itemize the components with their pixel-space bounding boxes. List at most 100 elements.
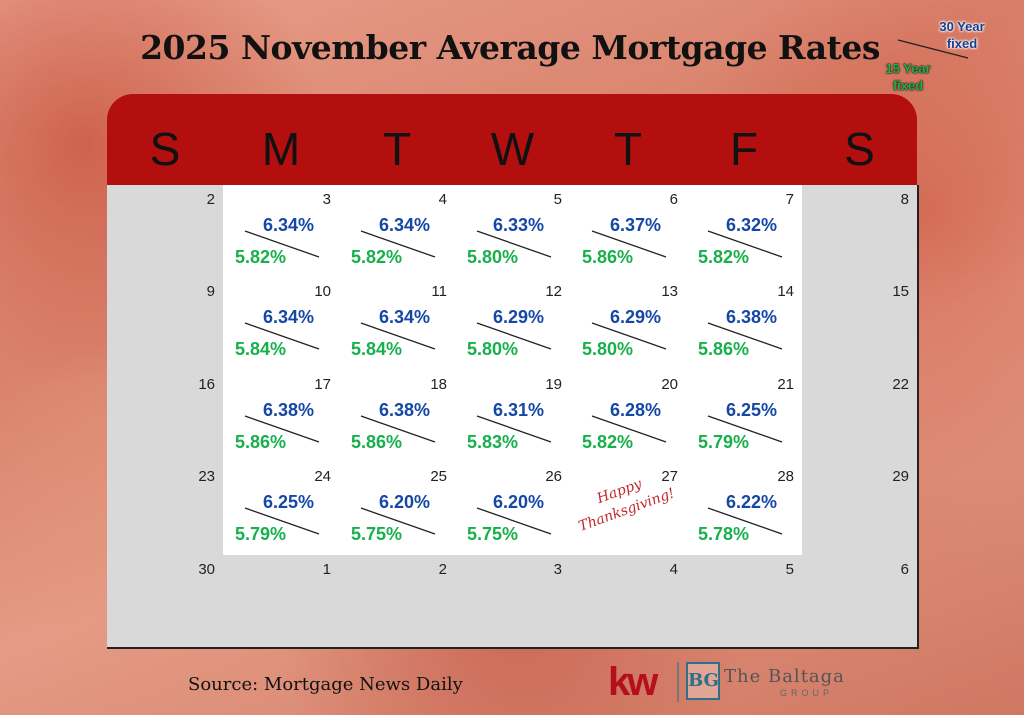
rate-30-year: 6.31% bbox=[493, 400, 545, 420]
rate-15-year: 5.80% bbox=[467, 339, 519, 359]
rate-15-year: 5.84% bbox=[351, 339, 403, 359]
calendar-cell: 28 6.22% 5.78% bbox=[686, 462, 804, 557]
rate-30-year: 6.34% bbox=[379, 215, 431, 235]
day-number: 6 bbox=[669, 191, 678, 208]
day-number: 8 bbox=[900, 191, 909, 208]
weekday-5: F bbox=[729, 123, 759, 175]
calendar-cell: 25 6.20% 5.75% bbox=[339, 462, 457, 557]
day-number: 18 bbox=[430, 376, 447, 393]
rate-divider bbox=[476, 507, 552, 535]
kw-logo: kw bbox=[608, 660, 658, 704]
calendar-cell: 26 6.20% 5.75% bbox=[455, 462, 572, 557]
weekday-0: S bbox=[149, 123, 181, 175]
calendar-cell: 15 bbox=[802, 277, 919, 372]
legend-15-year: 15 Year fixed bbox=[885, 61, 931, 93]
day-number: 14 bbox=[777, 283, 794, 300]
source-credit: Source: Mortgage News Daily bbox=[188, 674, 463, 695]
rate-30-year: 6.25% bbox=[263, 492, 315, 512]
calendar-grid: 2 3 6.34% 5.82% 4 6.34% 5.82% 5 6.33% 5.80% 6 6.37%… bbox=[107, 185, 919, 649]
calendar-cell: 3 6.34% 5.82% bbox=[223, 185, 341, 279]
rate-legend: 30 Year fixed 15 Year fixed bbox=[876, 12, 996, 93]
page-title: 2025 November Average Mortgage Rates bbox=[140, 28, 880, 67]
weekday-1: M bbox=[261, 123, 301, 175]
calendar-cell: 20 6.28% 5.82% bbox=[570, 370, 688, 464]
weekday-6: S bbox=[844, 123, 875, 175]
day-number: 10 bbox=[314, 283, 331, 300]
rate-15-year: 5.79% bbox=[698, 432, 750, 452]
rate-30-year: 6.34% bbox=[263, 215, 315, 235]
brand-name: The Baltaga bbox=[724, 666, 845, 687]
day-number: 25 bbox=[430, 468, 447, 485]
day-number: 28 bbox=[777, 468, 794, 485]
day-number: 3 bbox=[322, 191, 331, 208]
rate-30-year: 6.25% bbox=[726, 400, 778, 420]
rate-divider bbox=[707, 507, 783, 535]
day-number: 22 bbox=[892, 376, 909, 393]
calendar-cell: 18 6.38% 5.86% bbox=[339, 370, 457, 464]
brand-subtitle: GROUP bbox=[780, 688, 834, 698]
rate-30-year: 6.22% bbox=[726, 492, 778, 512]
calendar-cell: 23 bbox=[107, 462, 225, 557]
calendar-cell: 10 6.34% 5.84% bbox=[223, 277, 341, 372]
rate-divider bbox=[360, 415, 436, 443]
rate-30-year: 6.34% bbox=[379, 307, 431, 327]
rate-15-year: 5.75% bbox=[467, 524, 519, 544]
rate-15-year: 5.80% bbox=[467, 247, 519, 267]
calendar-cell: 29 bbox=[802, 462, 919, 557]
weekday-4: T bbox=[613, 123, 643, 175]
rate-divider bbox=[707, 322, 783, 350]
rate-divider bbox=[360, 322, 436, 350]
calendar-cell: 19 6.31% 5.83% bbox=[455, 370, 572, 464]
day-number: 20 bbox=[661, 376, 678, 393]
day-number: 6 bbox=[900, 561, 909, 578]
day-number: 1 bbox=[322, 561, 331, 578]
calendar-cell: 2 bbox=[339, 555, 457, 649]
legend-30-year: 30 Year fixed bbox=[939, 19, 985, 51]
day-number: 15 bbox=[892, 283, 909, 300]
rate-divider bbox=[591, 230, 667, 258]
rate-30-year: 6.38% bbox=[263, 400, 315, 420]
calendar-cell: 3 bbox=[455, 555, 572, 649]
weekday-2: T bbox=[382, 123, 412, 175]
day-number: 19 bbox=[545, 376, 562, 393]
rate-15-year: 5.84% bbox=[235, 339, 287, 359]
rate-divider bbox=[244, 507, 320, 535]
day-number: 9 bbox=[206, 283, 215, 300]
day-number: 2 bbox=[438, 561, 447, 578]
calendar-cell: 6 6.37% 5.86% bbox=[570, 185, 688, 279]
calendar-cell: 7 6.32% 5.82% bbox=[686, 185, 804, 279]
calendar-cell: 16 bbox=[107, 370, 225, 464]
rate-divider bbox=[591, 322, 667, 350]
calendar-cell: 27 Happy Thanksgiving! bbox=[570, 462, 688, 557]
day-number: 26 bbox=[545, 468, 562, 485]
rate-30-year: 6.20% bbox=[493, 492, 545, 512]
calendar-cell: 14 6.38% 5.86% bbox=[686, 277, 804, 372]
rate-15-year: 5.82% bbox=[235, 247, 287, 267]
rate-divider bbox=[476, 415, 552, 443]
rate-divider bbox=[244, 230, 320, 258]
rate-15-year: 5.80% bbox=[582, 339, 634, 359]
rate-15-year: 5.79% bbox=[235, 524, 287, 544]
calendar-cell: 22 bbox=[802, 370, 919, 464]
rate-divider bbox=[244, 322, 320, 350]
rate-30-year: 6.20% bbox=[379, 492, 431, 512]
rate-divider bbox=[476, 230, 552, 258]
rate-30-year: 6.33% bbox=[493, 215, 545, 235]
rate-30-year: 6.29% bbox=[493, 307, 545, 327]
day-number: 21 bbox=[777, 376, 794, 393]
day-number: 30 bbox=[198, 561, 215, 578]
day-number: 29 bbox=[892, 468, 909, 485]
rate-divider bbox=[360, 230, 436, 258]
day-number: 24 bbox=[314, 468, 331, 485]
day-number: 5 bbox=[553, 191, 562, 208]
day-number: 13 bbox=[661, 283, 678, 300]
rate-30-year: 6.28% bbox=[610, 400, 662, 420]
calendar-cell: 2 bbox=[107, 185, 225, 279]
rate-15-year: 5.82% bbox=[351, 247, 403, 267]
logo-divider bbox=[677, 662, 679, 702]
rate-15-year: 5.86% bbox=[351, 432, 403, 452]
rate-30-year: 6.29% bbox=[610, 307, 662, 327]
calendar-cell: 30 bbox=[107, 555, 225, 649]
